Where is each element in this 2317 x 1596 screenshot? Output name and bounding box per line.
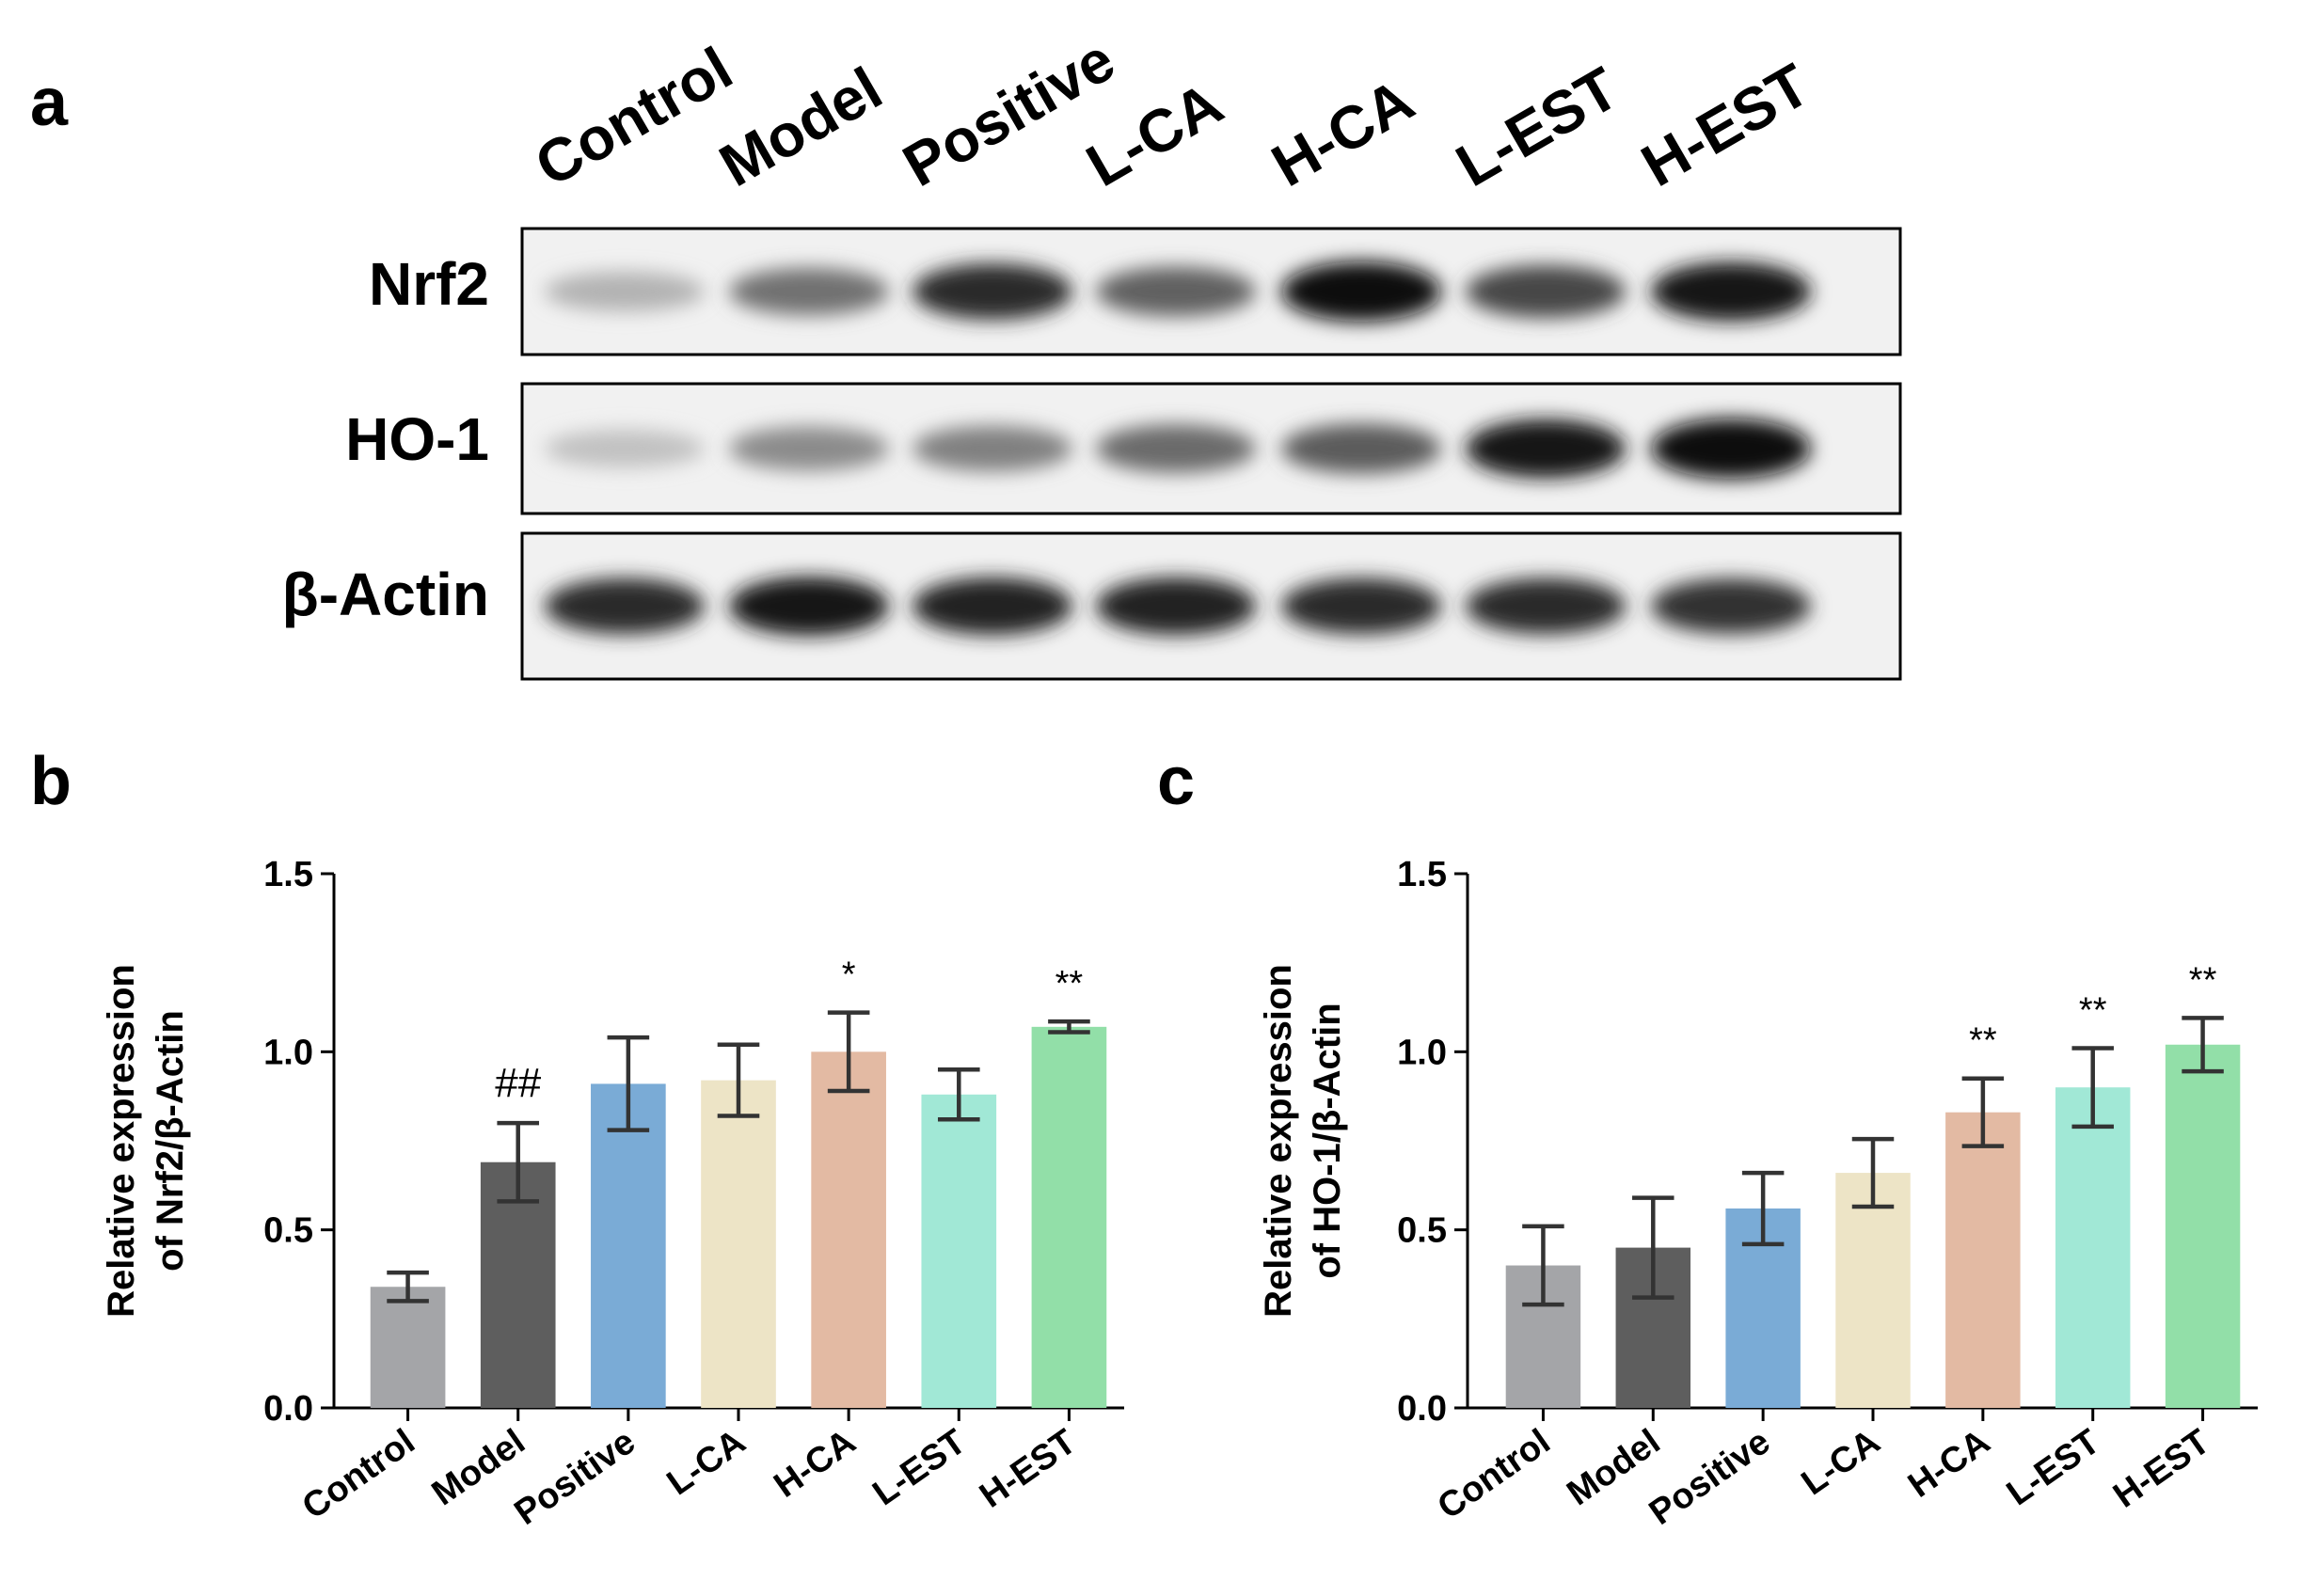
error-bar-h-est bbox=[1048, 1019, 1090, 1035]
significance-label: ** bbox=[1055, 964, 1084, 1003]
error-bar-model bbox=[497, 1120, 540, 1204]
blot-band bbox=[1651, 419, 1811, 479]
error-bar-control bbox=[387, 1270, 429, 1304]
bar-l-ca bbox=[701, 1080, 776, 1408]
x-tick-label-l-ca: L-CA bbox=[1795, 1422, 1887, 1503]
blot-band bbox=[913, 577, 1072, 636]
error-bar-positive bbox=[1741, 1170, 1785, 1247]
blot-band bbox=[1651, 578, 1811, 634]
panel-label-b: b bbox=[30, 744, 71, 819]
y-axis-title-line: Relative expression bbox=[101, 964, 142, 1318]
x-tick-label-control: Control bbox=[295, 1422, 422, 1527]
lane-label-h-ca: H-CA bbox=[1261, 66, 1425, 199]
lane-label-l-est: L-EST bbox=[1445, 54, 1629, 199]
lane-label-model: Model bbox=[708, 54, 893, 199]
blot-border bbox=[520, 382, 1902, 515]
blot-band bbox=[1281, 577, 1441, 635]
blot-band bbox=[545, 577, 705, 635]
bar-h-ca bbox=[811, 1051, 886, 1408]
blot-band bbox=[729, 577, 889, 636]
error-bar-h-est bbox=[2182, 1016, 2224, 1074]
x-tick-label-l-est: L-EST bbox=[2000, 1422, 2107, 1513]
x-tick-label-control: Control bbox=[1431, 1422, 1558, 1527]
blot-row-nrf2: Nrf2 bbox=[369, 227, 1902, 356]
blot-band bbox=[1096, 266, 1256, 317]
y-tick-label: 1.5 bbox=[1397, 855, 1447, 894]
error-bar-positive bbox=[607, 1035, 650, 1132]
error-bar-h-ca bbox=[827, 1010, 870, 1094]
blot-band bbox=[545, 271, 705, 312]
y-tick-label: 1.0 bbox=[1397, 1033, 1447, 1072]
y-tick-label: 1.5 bbox=[263, 855, 313, 894]
blot-row-ho-1: HO-1 bbox=[345, 382, 1902, 515]
bar-l-est bbox=[2055, 1087, 2131, 1408]
error-bar-control bbox=[1522, 1224, 1564, 1307]
y-tick-label: 1.0 bbox=[263, 1033, 313, 1072]
blot-band bbox=[1281, 261, 1441, 322]
significance-label: ** bbox=[1969, 1021, 1997, 1061]
error-bar-model bbox=[1632, 1195, 1674, 1300]
row-label-nrf2: Nrf2 bbox=[369, 250, 489, 318]
bar-positive bbox=[591, 1083, 666, 1408]
x-tick-label-h-est: H-EST bbox=[973, 1422, 1083, 1516]
y-axis-title-line: Relative expression bbox=[1258, 964, 1299, 1318]
blot-band bbox=[729, 267, 889, 316]
error-bar-h-ca bbox=[1961, 1076, 2005, 1148]
error-bar-l-est bbox=[2071, 1046, 2114, 1130]
x-tick-label-positive: Positive bbox=[508, 1422, 643, 1533]
blot-band bbox=[1466, 419, 1626, 479]
bar-l-ca bbox=[1835, 1173, 1911, 1408]
lane-label-control: Control bbox=[524, 34, 743, 199]
lane-label-positive: Positive bbox=[892, 25, 1126, 199]
blot-band bbox=[913, 425, 1072, 472]
blot-band bbox=[729, 426, 889, 471]
significance-label: * bbox=[842, 956, 856, 995]
y-axis-title-line: of HO-1/β-Actin bbox=[1307, 1003, 1348, 1278]
blot-band bbox=[1466, 577, 1626, 635]
x-tick-label-h-est: H-EST bbox=[2106, 1422, 2216, 1516]
row-label-ho-1: HO-1 bbox=[345, 405, 489, 473]
blot-band bbox=[913, 263, 1072, 320]
blot-band bbox=[1466, 264, 1626, 319]
significance-label: ** bbox=[2079, 991, 2107, 1031]
chart-ho1: 0.0 0.5 1.0 1.5 Relative expression of HO-1/β… bbox=[1258, 855, 2258, 1533]
blot-border bbox=[520, 531, 1902, 681]
blot-band bbox=[545, 429, 705, 468]
y-tick-label: 0.5 bbox=[1397, 1211, 1447, 1251]
y-tick-label: 0.0 bbox=[263, 1389, 313, 1429]
blot-band bbox=[1281, 423, 1441, 474]
y-axis-title-line: of Nrf2/β-Actin bbox=[150, 1010, 191, 1272]
panel-label-a: a bbox=[30, 65, 69, 140]
x-tick-label-l-ca: L-CA bbox=[660, 1422, 753, 1503]
x-tick-label-l-est: L-EST bbox=[865, 1422, 973, 1513]
bar-h-est bbox=[1031, 1026, 1107, 1408]
error-bar-l-ca bbox=[717, 1042, 760, 1118]
error-bar-l-ca bbox=[1851, 1136, 1895, 1209]
significance-label: ## bbox=[495, 1060, 541, 1106]
bar-h-ca bbox=[1945, 1112, 2021, 1408]
y-tick-label: 0.0 bbox=[1397, 1389, 1447, 1429]
bar-l-est bbox=[921, 1094, 997, 1408]
blot-band bbox=[1096, 424, 1256, 473]
bar-h-est bbox=[2165, 1044, 2241, 1408]
y-tick-label: 0.5 bbox=[263, 1211, 313, 1251]
x-tick-label-h-ca: H-CA bbox=[1901, 1422, 1997, 1506]
blot-band bbox=[1096, 577, 1256, 636]
row-label-beta-actin: β-Actin bbox=[282, 561, 489, 628]
blot-border bbox=[520, 227, 1902, 356]
error-bar-l-est bbox=[937, 1067, 980, 1122]
bar-control bbox=[370, 1287, 446, 1408]
x-tick-label-h-ca: H-CA bbox=[767, 1422, 863, 1506]
lane-label-h-est: H-EST bbox=[1630, 51, 1820, 199]
chart-nrf2: 0.0 0.5 1.0 1.5 Relative expression of Nrf2/β… bbox=[101, 855, 1124, 1533]
blot-row-beta-actin: β-Actin bbox=[282, 531, 1902, 681]
significance-label: ** bbox=[2189, 960, 2217, 1000]
x-tick-label-positive: Positive bbox=[1643, 1422, 1777, 1533]
panel-label-c: c bbox=[1157, 744, 1195, 819]
blot-band bbox=[1651, 261, 1811, 322]
